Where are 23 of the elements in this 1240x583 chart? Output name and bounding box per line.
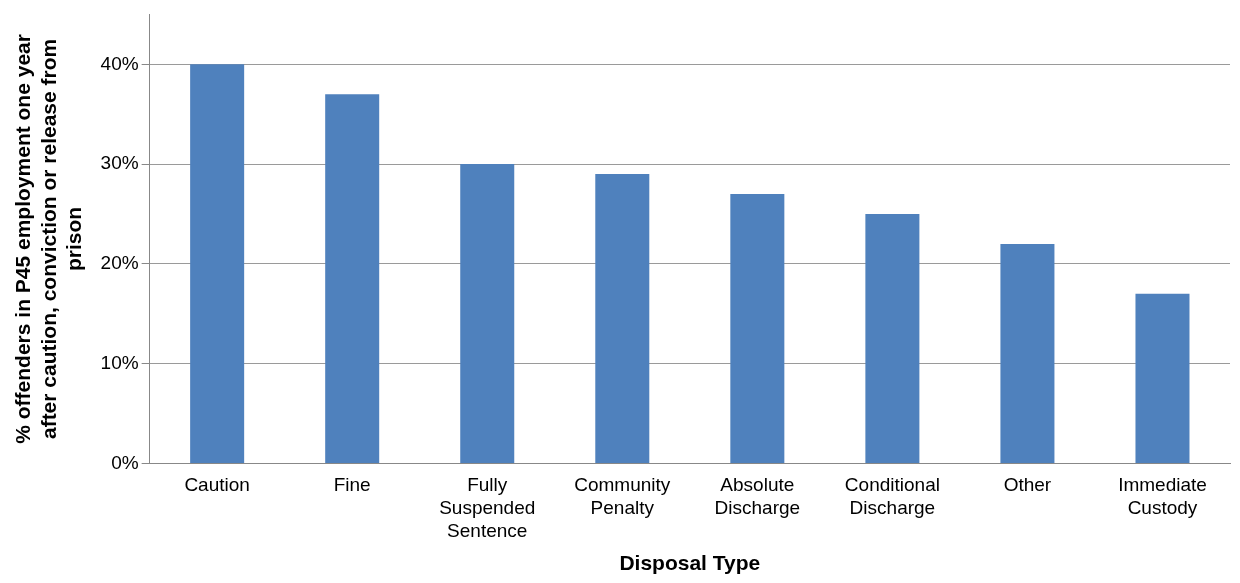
bar: [460, 164, 515, 463]
x-tick-label: Immediate Custody: [1118, 474, 1207, 518]
bar: [325, 94, 380, 463]
x-tick-label: Absolute Discharge: [714, 474, 801, 518]
y-axis-title: % offenders in P45 employment one year after caution, conviction or release from prison: [11, 34, 85, 444]
x-tick-label: Community Penalty: [574, 474, 671, 518]
y-tick-label: 40%: [100, 52, 139, 74]
bar: [1135, 293, 1190, 463]
x-tick-label: Other: [1003, 474, 1052, 496]
bar: [730, 194, 785, 463]
y-tick-label: 10%: [100, 351, 139, 373]
x-tick-label: Fine: [333, 474, 371, 496]
x-axis-title: Disposal Type: [619, 551, 761, 575]
y-tick-label: 30%: [100, 152, 139, 174]
y-tick-label: 20%: [100, 252, 139, 274]
y-tick-label: 0%: [111, 451, 139, 473]
x-tick-label: Fully Suspended Sentence: [439, 474, 536, 541]
bar: [1000, 243, 1055, 463]
bar: [595, 174, 650, 463]
x-tick-label: Caution: [184, 474, 250, 496]
bar: [865, 213, 920, 463]
x-tick-label: Conditional Discharge: [844, 474, 940, 518]
bar: [190, 64, 245, 463]
